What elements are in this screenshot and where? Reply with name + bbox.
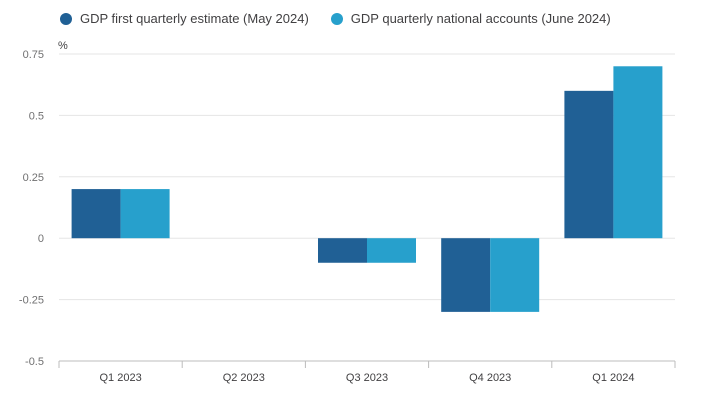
bar-first-estimate[interactable]	[441, 238, 491, 312]
legend-marker-first-estimate	[60, 12, 72, 25]
legend-label-first-estimate: GDP first quarterly estimate (May 2024)	[80, 11, 309, 26]
x-tick-label: Q4 2023	[469, 372, 511, 384]
bar-first-estimate[interactable]	[564, 90, 614, 239]
legend-item-first-estimate[interactable]: GDP first quarterly estimate (May 2024)	[60, 11, 309, 26]
bar-national-accounts[interactable]	[613, 66, 663, 239]
bar-national-accounts[interactable]	[367, 238, 416, 263]
legend-label-national-accounts: GDP quarterly national accounts (June 20…	[350, 11, 611, 26]
y-tick-label: 0.25	[23, 172, 44, 184]
legend-marker-national-accounts	[330, 12, 343, 25]
x-tick-label: Q1 2024	[592, 372, 634, 384]
x-tick-label: Q2 2023	[223, 372, 265, 384]
y-tick-label: 0.5	[29, 110, 44, 122]
bars	[71, 66, 663, 312]
x-tick-label: Q3 2023	[346, 372, 388, 384]
bar-national-accounts[interactable]	[490, 238, 540, 312]
bar-first-estimate[interactable]	[71, 189, 121, 239]
x-tick-label: Q1 2023	[99, 372, 141, 384]
chart-legend: GDP first quarterly estimate (May 2024) …	[60, 11, 611, 26]
y-tick-label: 0.75	[23, 49, 44, 61]
axes: 0.75 0.5 0.25 0 -0.25 -0.5% Q1 2023 Q2 2023 Q3 2…	[19, 40, 676, 384]
y-tick-label: 0	[38, 233, 44, 245]
bar-first-estimate[interactable]	[318, 238, 367, 263]
y-tick-label: -0.25	[19, 295, 44, 307]
y-axis-label: %	[58, 40, 68, 52]
legend-item-national-accounts[interactable]: GDP quarterly national accounts (June 20…	[330, 11, 611, 26]
y-tick-label: -0.5	[25, 356, 44, 368]
bar-national-accounts[interactable]	[120, 189, 170, 239]
